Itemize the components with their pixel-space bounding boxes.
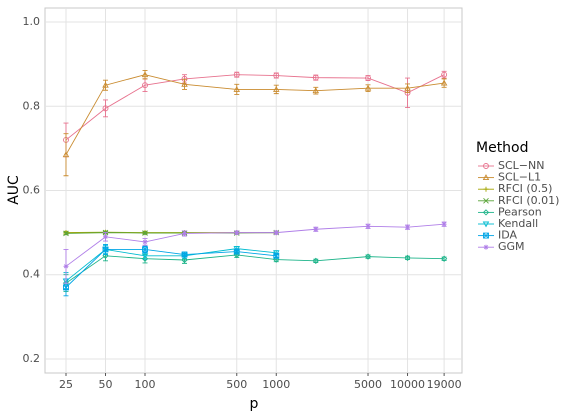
x-tick-label: 500 [226, 378, 247, 391]
marker [441, 221, 447, 227]
error-bar [63, 133, 69, 177]
legend-label: SCL−L1 [498, 171, 541, 184]
legend-label: GGM [498, 240, 525, 253]
marker [102, 246, 109, 253]
marker [441, 71, 448, 78]
marker [365, 223, 371, 229]
y-tick-label: 1.0 [23, 15, 41, 28]
marker [63, 263, 69, 269]
marker [364, 84, 372, 91]
marker [62, 151, 70, 158]
error-bar [313, 258, 319, 263]
legend-label: Pearson [498, 205, 542, 218]
y-axis-label: AUC [6, 175, 22, 205]
marker [141, 71, 149, 78]
marker [181, 80, 188, 87]
marker [141, 255, 149, 262]
series-line [65, 74, 445, 155]
marker [273, 72, 280, 79]
y-tick-label: 0.4 [23, 268, 41, 281]
marker [312, 74, 319, 81]
x-tick-label: 50 [99, 378, 113, 391]
marker [312, 87, 320, 94]
legend-label: IDA [498, 229, 518, 242]
marker [141, 253, 149, 260]
marker [102, 105, 109, 112]
series-line [65, 74, 445, 141]
error-bar [441, 256, 447, 261]
marker [273, 230, 279, 236]
x-tick-label: 5000 [354, 378, 382, 391]
marker [142, 230, 148, 236]
marker [181, 256, 188, 264]
marker [405, 224, 411, 230]
legend-label: RFCI (0.01) [498, 194, 559, 207]
legend-swatch-marker [483, 244, 489, 250]
marker [440, 79, 448, 86]
marker [233, 85, 241, 92]
marker [103, 234, 108, 240]
marker [142, 239, 148, 245]
marker [234, 230, 240, 236]
legend-title: Method [476, 140, 529, 156]
series-line [65, 223, 445, 267]
marker [440, 255, 448, 262]
series-line [65, 249, 277, 288]
marker [181, 251, 188, 258]
legend-swatch-marker [483, 232, 489, 239]
marker [404, 254, 411, 262]
marker [404, 84, 411, 91]
x-tick-label: 100 [135, 378, 156, 391]
marker [63, 284, 69, 291]
y-tick-label: 0.6 [23, 184, 41, 197]
legend-label: RFCI (0.5) [498, 182, 552, 195]
error-bar [365, 254, 371, 259]
marker [182, 230, 188, 236]
series-line [65, 254, 445, 284]
marker [273, 252, 280, 259]
x-tick-label: 10000 [390, 378, 425, 391]
legend-label: SCL−NN [498, 159, 544, 172]
legend-swatch-marker [482, 221, 490, 228]
marker [63, 230, 69, 237]
marker [273, 85, 280, 92]
error-bar [103, 99, 108, 118]
x-tick-label: 19000 [427, 378, 462, 391]
legend-swatch-marker [482, 209, 490, 216]
marker [364, 253, 372, 260]
grid [45, 8, 462, 373]
marker [142, 82, 148, 89]
marker [312, 257, 319, 264]
error-bar [405, 255, 411, 261]
marker [365, 75, 371, 81]
y-tick-label: 0.2 [23, 352, 41, 365]
marker [233, 248, 240, 255]
x-tick-label: 25 [59, 378, 73, 391]
legend-swatch-marker [483, 197, 489, 204]
legend-label: Kendall [498, 217, 538, 230]
marker [233, 71, 240, 78]
series-line [65, 248, 277, 282]
marker [313, 226, 319, 232]
legend-swatch-marker [483, 163, 489, 169]
legend-swatch-marker [482, 174, 490, 181]
x-axis-label: p [250, 396, 259, 412]
marker [273, 256, 280, 263]
marker [102, 81, 109, 88]
x-tick-label: 1000 [262, 378, 290, 391]
y-tick-label: 0.8 [23, 99, 41, 112]
legend-swatch-marker [483, 186, 489, 192]
marker [63, 137, 69, 143]
marker [142, 246, 148, 253]
